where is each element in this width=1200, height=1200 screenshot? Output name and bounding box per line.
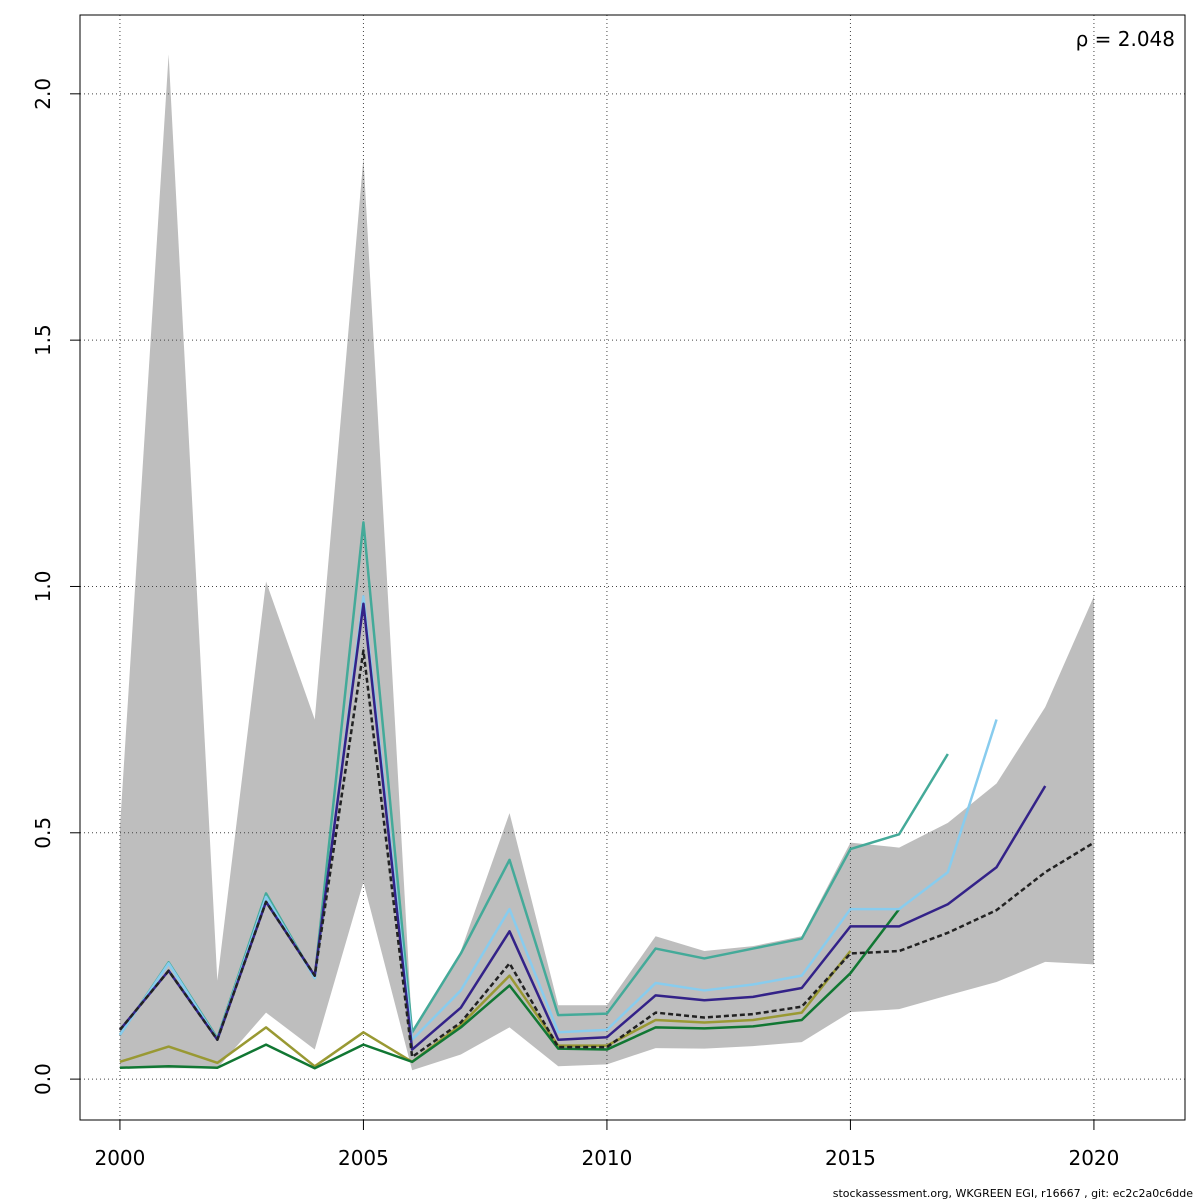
y-tick-label: 1.5 [31, 324, 55, 356]
x-tick-label: 2020 [1068, 1146, 1119, 1170]
y-tick-label: 0.5 [31, 817, 55, 849]
footer: stockassessment.org, WKGREEN EGI, r16667… [833, 1187, 1193, 1200]
y-tick-label: 0.0 [31, 1063, 55, 1095]
y-tick-label: 2.0 [31, 78, 55, 110]
series-line [119, 908, 901, 1070]
x-tick-label: 2015 [825, 1146, 876, 1170]
series-line [118, 595, 998, 1041]
x-tick-label: 2010 [581, 1146, 632, 1170]
x-tick-label: 2005 [338, 1146, 389, 1170]
annotation: ρ = 2.048 [1076, 27, 1175, 51]
x-tick-label: 2000 [94, 1146, 145, 1170]
confidence-band [119, 54, 1094, 1071]
series-line [119, 950, 852, 1068]
y-tick-label: 1.0 [31, 571, 55, 603]
series-line [118, 649, 1095, 1059]
plot-frame [79, 14, 1186, 1121]
